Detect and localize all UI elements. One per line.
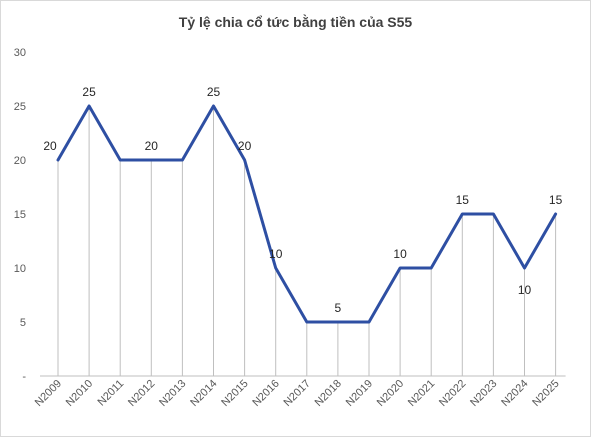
data-label: 10 <box>393 247 407 261</box>
y-tick-label: 10 <box>14 263 26 275</box>
data-label: 20 <box>145 139 159 153</box>
data-label: 25 <box>207 85 221 99</box>
data-label: 5 <box>335 301 342 315</box>
x-tick-label: N2019 <box>344 378 375 409</box>
data-label: 10 <box>269 247 283 261</box>
data-label: 15 <box>456 193 470 207</box>
data-label: 10 <box>518 283 532 297</box>
x-tick-label: N2012 <box>126 378 157 409</box>
y-tick-label: - <box>22 371 26 383</box>
x-tick-label: N2014 <box>188 378 219 409</box>
x-tick-label: N2011 <box>95 378 126 409</box>
x-tick-label: N2023 <box>468 378 499 409</box>
x-tick-label: N2021 <box>406 378 437 409</box>
x-tick-label: N2020 <box>375 378 406 409</box>
x-tick-label: N2017 <box>282 378 313 409</box>
x-tick-label: N2015 <box>219 378 250 409</box>
data-label: 20 <box>238 139 252 153</box>
x-tick-label: N2013 <box>157 378 188 409</box>
x-tick-label: N2009 <box>33 378 64 409</box>
x-tick-label: N2025 <box>530 378 561 409</box>
x-tick-label: N2010 <box>64 378 95 409</box>
x-tick-label: N2016 <box>250 378 281 409</box>
x-tick-label: N2022 <box>437 378 468 409</box>
data-label: 20 <box>43 139 57 153</box>
y-tick-label: 25 <box>14 101 26 113</box>
y-tick-label: 5 <box>20 317 26 329</box>
data-label: 15 <box>549 193 563 207</box>
x-tick-label: N2024 <box>499 378 530 409</box>
data-label: 25 <box>82 85 96 99</box>
series-line <box>56 104 558 324</box>
x-tick-label: N2018 <box>313 378 344 409</box>
y-tick-label: 15 <box>14 209 26 221</box>
y-tick-label: 30 <box>14 47 26 59</box>
chart-title: Tỷ lệ chia cổ tức bằng tiền của S55 <box>178 14 413 30</box>
y-tick-label: 20 <box>14 155 26 167</box>
